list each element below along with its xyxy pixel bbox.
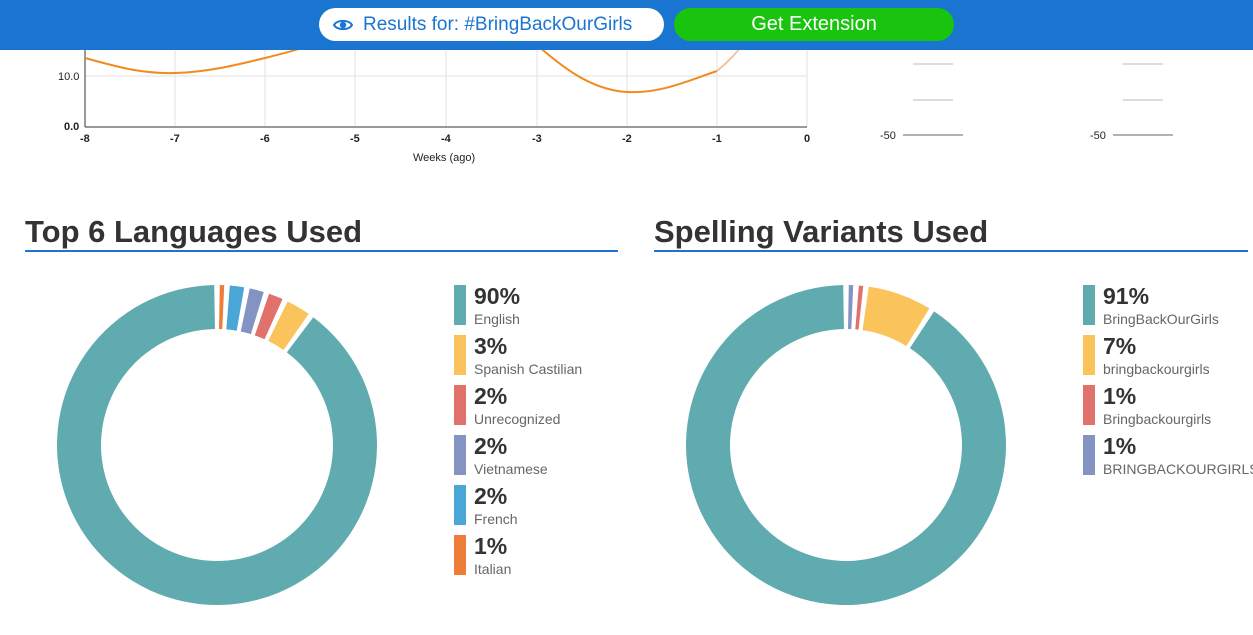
- legend-percent: 3%: [474, 333, 508, 359]
- legend-swatch: [454, 335, 466, 375]
- donut-slice[interactable]: [686, 285, 1006, 605]
- legend-percent: 2%: [474, 383, 508, 409]
- panel-tick-label: -50: [880, 130, 896, 142]
- legend-percent: 1%: [1103, 433, 1137, 459]
- legend-swatch: [454, 385, 466, 425]
- donut-slice[interactable]: [855, 285, 864, 330]
- legend-percent: 2%: [474, 433, 508, 459]
- spelling-title: Spelling Variants Used: [654, 214, 989, 249]
- legend-label: bringbackourgirls: [1103, 361, 1210, 377]
- languages-title-rule: [25, 250, 618, 252]
- legend-percent: 90%: [474, 283, 521, 309]
- y-tick-label: 10.0: [58, 71, 79, 83]
- donut-slice[interactable]: [226, 285, 245, 331]
- top-bar: Results for: #BringBackOurGirls Get Exte…: [0, 0, 1253, 50]
- legend-percent: 7%: [1103, 333, 1137, 359]
- legend-label: BRINGBACKOURGIRLS: [1103, 461, 1253, 477]
- donut-slice[interactable]: [268, 301, 309, 350]
- legend-label: French: [474, 511, 518, 527]
- legend-swatch: [454, 285, 466, 325]
- spelling-donut-chart: [686, 285, 1006, 605]
- legend-percent: 2%: [474, 483, 508, 509]
- x-tick-label: -7: [170, 133, 180, 145]
- legend-label: Bringbackourgirls: [1103, 411, 1212, 427]
- x-tick-label: -4: [441, 133, 452, 145]
- x-tick-label: -2: [622, 133, 632, 145]
- legend-label: Vietnamese: [474, 461, 548, 477]
- legend-swatch: [1083, 285, 1095, 325]
- x-tick-label: -1: [712, 133, 722, 145]
- spelling-title-rule: [654, 250, 1248, 252]
- legend-label: Unrecognized: [474, 411, 561, 427]
- results-label: Results for: #BringBackOurGirls: [363, 13, 633, 35]
- x-tick-label: -5: [350, 133, 360, 145]
- series-line-2: [536, 44, 718, 94]
- x-tick-label: -3: [532, 133, 542, 145]
- donut-slice[interactable]: [57, 285, 378, 605]
- languages-donut-chart: [57, 285, 378, 605]
- legend-label: BringBackOurGirls: [1103, 311, 1219, 327]
- languages-title: Top 6 Languages Used: [25, 214, 363, 249]
- eye-icon: [333, 19, 353, 30]
- donut-slice[interactable]: [240, 288, 264, 335]
- legend-label: Italian: [474, 561, 512, 577]
- legend-swatch: [454, 435, 466, 475]
- legend-label: Spanish Castilian: [474, 361, 583, 377]
- legend-percent: 1%: [1103, 383, 1137, 409]
- x-axis-label: Weeks (ago): [413, 152, 475, 164]
- series-line: [84, 45, 309, 75]
- donut-slice[interactable]: [862, 286, 930, 346]
- results-pill[interactable]: Results for: #BringBackOurGirls: [319, 8, 664, 41]
- x-tick-label: -6: [260, 133, 270, 145]
- donut-slice[interactable]: [219, 285, 225, 330]
- legend-swatch: [1083, 385, 1095, 425]
- legend-swatch: [454, 535, 466, 575]
- get-extension-button[interactable]: Get Extension: [674, 8, 954, 41]
- donut-slice[interactable]: [254, 293, 283, 340]
- legend-swatch: [1083, 335, 1095, 375]
- legend-percent: 1%: [474, 533, 508, 559]
- donut-slice[interactable]: [848, 285, 854, 330]
- legend-label: English: [474, 311, 520, 327]
- legend-swatch: [1083, 435, 1095, 475]
- legend-percent: 91%: [1103, 283, 1150, 309]
- y-tick-label: 0.0: [64, 121, 79, 133]
- panel-tick-label: -50: [1090, 130, 1106, 142]
- legend-swatch: [454, 485, 466, 525]
- x-tick-label: 0: [804, 133, 810, 145]
- x-tick-label: -8: [80, 133, 90, 145]
